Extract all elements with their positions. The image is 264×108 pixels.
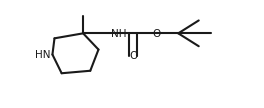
Text: HN: HN — [35, 50, 51, 60]
Text: O: O — [129, 51, 137, 61]
Text: NH: NH — [111, 29, 126, 39]
Text: O: O — [153, 29, 161, 39]
